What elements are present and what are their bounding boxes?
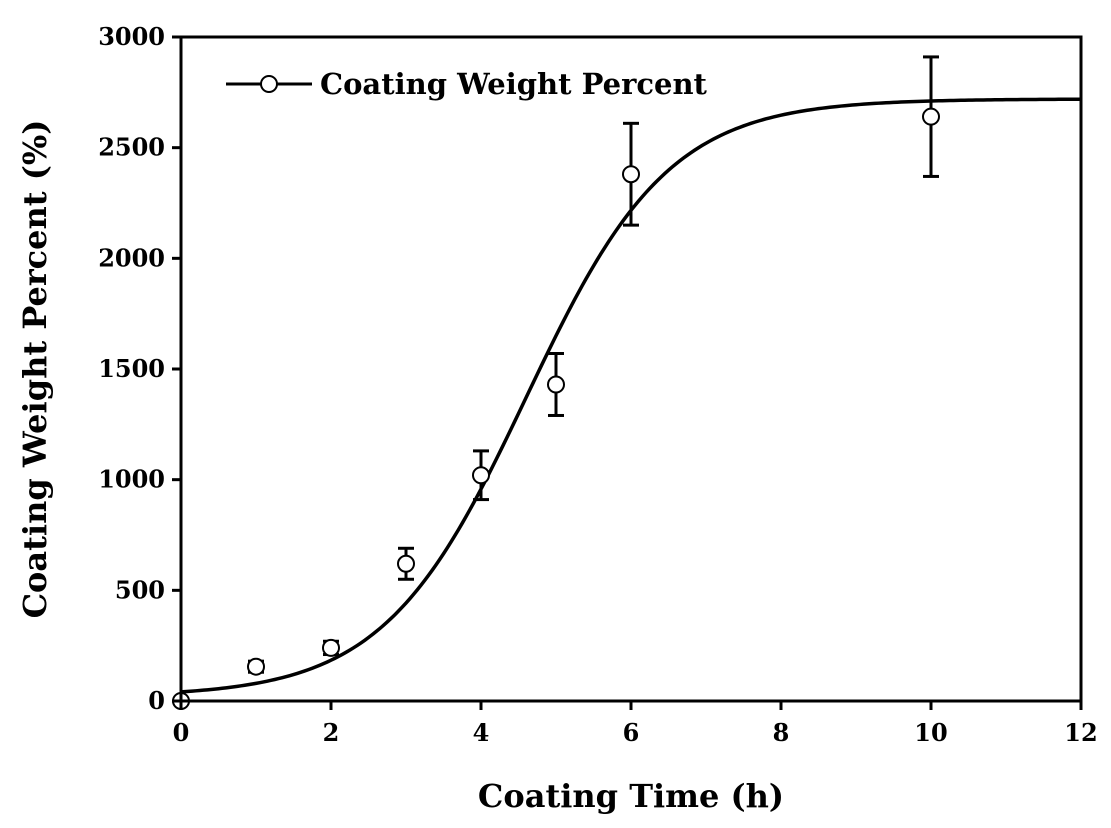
legend-marker (260, 75, 278, 93)
y-axis-title: Coating Weight Percent (%) (16, 120, 54, 619)
data-point (322, 638, 340, 657)
error-bars (248, 55, 939, 674)
ticks: 0 2 4 6 8 10 12 0 500 1000 1500 2000 2500 3000 (98, 22, 1098, 747)
legend-label: Coating Weight Percent (320, 67, 708, 101)
y-tick-label: 1000 (98, 465, 165, 494)
y-tick-label: 2500 (98, 133, 165, 162)
x-tick-label: 0 (173, 718, 190, 747)
data-point (397, 554, 415, 573)
x-tick-label: 8 (773, 718, 790, 747)
x-tick-label: 6 (623, 718, 640, 747)
data-point (622, 165, 640, 184)
data-point (247, 657, 265, 676)
y-tick-label: 0 (148, 686, 165, 715)
x-tick-label: 2 (323, 718, 340, 747)
y-tick-label: 500 (115, 575, 165, 604)
y-tick-label: 2000 (98, 243, 165, 272)
data-point (472, 466, 490, 485)
x-axis-title: Coating Time (h) (478, 777, 784, 815)
data-point (547, 375, 565, 394)
x-tick-label: 10 (914, 718, 947, 747)
y-tick-label: 3000 (98, 22, 165, 51)
data-point (922, 107, 940, 126)
legend: Coating Weight Percent (226, 67, 708, 101)
x-tick-label: 12 (1064, 718, 1097, 747)
y-tick-label: 1500 (98, 354, 165, 383)
x-tick-label: 4 (473, 718, 490, 747)
